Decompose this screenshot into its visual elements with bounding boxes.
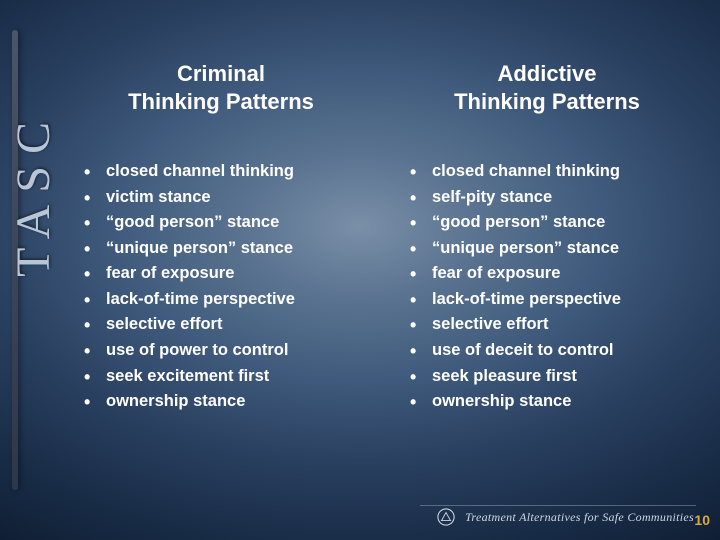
list-item: “good person” stance [84,210,364,236]
slide: TASC Criminal Thinking Patterns closed c… [0,0,720,540]
list-item: lack-of-time perspective [84,287,364,313]
list-item: closed channel thinking [410,159,690,185]
column-criminal: Criminal Thinking Patterns closed channe… [78,60,364,415]
page-number: 10 [694,512,710,528]
list-item: use of power to control [84,338,364,364]
list-item: fear of exposure [84,261,364,287]
heading-addictive: Addictive Thinking Patterns [404,60,690,115]
list-item: selective effort [84,312,364,338]
heading-line1: Addictive [497,61,596,86]
list-item: closed channel thinking [84,159,364,185]
heading-line2: Thinking Patterns [128,89,314,114]
footer-text: Treatment Alternatives for Safe Communit… [465,510,694,525]
list-item: ownership stance [410,389,690,415]
list-item: seek pleasure first [410,364,690,390]
list-item: seek excitement first [84,364,364,390]
list-item: selective effort [410,312,690,338]
list-item: ownership stance [84,389,364,415]
content-area: Criminal Thinking Patterns closed channe… [78,60,690,415]
column-addictive: Addictive Thinking Patterns closed chann… [404,60,690,415]
list-item: “unique person” stance [410,236,690,262]
list-item: use of deceit to control [410,338,690,364]
heading-line1: Criminal [177,61,265,86]
logo-text: TASC [6,110,61,277]
heading-line2: Thinking Patterns [454,89,640,114]
heading-criminal: Criminal Thinking Patterns [78,60,364,115]
footer-divider [420,505,696,506]
bullets-addictive: closed channel thinking self-pity stance… [404,159,690,415]
bullets-criminal: closed channel thinking victim stance “g… [78,159,364,415]
list-item: fear of exposure [410,261,690,287]
list-item: victim stance [84,185,364,211]
list-item: self-pity stance [410,185,690,211]
list-item: lack-of-time perspective [410,287,690,313]
list-item: “good person” stance [410,210,690,236]
footer-logo-icon [437,508,455,526]
brand-logo: TASC [8,20,56,500]
footer: Treatment Alternatives for Safe Communit… [437,508,694,526]
list-item: “unique person” stance [84,236,364,262]
